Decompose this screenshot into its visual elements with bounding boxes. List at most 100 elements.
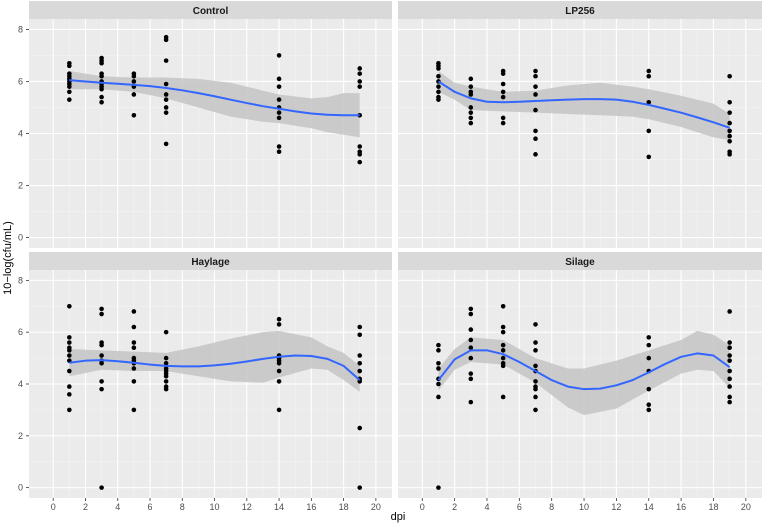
y-tick-label: 2 [18, 181, 23, 191]
data-point [468, 110, 474, 115]
panel-strip [29, 1, 392, 19]
data-point [727, 345, 732, 351]
data-point [533, 348, 538, 353]
x-tick-label: 4 [484, 502, 489, 512]
data-point [468, 92, 474, 97]
data-point [163, 92, 169, 97]
data-point [357, 159, 363, 165]
y-tick-label: 6 [18, 327, 23, 337]
x-tick-label: 10 [579, 502, 589, 512]
data-point [99, 360, 104, 366]
data-point [357, 360, 363, 366]
data-point [646, 154, 652, 160]
data-point [727, 399, 732, 405]
data-point [163, 37, 169, 43]
data-point [533, 363, 538, 369]
data-point [500, 94, 506, 100]
x-tick-label: 18 [339, 502, 349, 512]
data-point [357, 332, 363, 338]
data-point [727, 128, 732, 134]
data-point [727, 73, 732, 79]
smooth-fit-line [437, 349, 731, 391]
data-point [646, 407, 652, 413]
data-point [357, 71, 363, 76]
data-point [67, 348, 72, 353]
x-axis-title: dpi [391, 511, 406, 523]
y-tick-label: 0 [18, 483, 23, 493]
data-point [727, 152, 732, 157]
x-tick-label: 16 [306, 502, 316, 512]
data-point [468, 376, 474, 382]
data-point [357, 425, 363, 431]
data-point [727, 110, 732, 115]
data-point [468, 306, 474, 312]
data-point [436, 66, 441, 71]
data-point [646, 68, 652, 74]
data-point [727, 376, 732, 382]
data-point [67, 353, 72, 358]
data-point [163, 141, 169, 147]
data-point [727, 368, 732, 374]
panel-title: Silage [565, 257, 595, 268]
data-point [533, 107, 538, 113]
data-point [163, 97, 169, 102]
data-point [468, 105, 474, 110]
data-point [727, 309, 732, 314]
data-point [276, 97, 282, 102]
y-tick-label: 6 [18, 76, 23, 86]
smooth-fit-line [69, 354, 361, 381]
data-point [131, 309, 137, 314]
data-point [533, 394, 538, 400]
x-tick-label: 18 [708, 502, 718, 512]
data-point [276, 360, 282, 366]
data-point [131, 92, 137, 97]
data-point [436, 360, 441, 366]
data-point [500, 115, 506, 121]
data-point [646, 386, 652, 392]
x-tick-label: 14 [274, 502, 284, 512]
x-tick-label: 2 [452, 502, 457, 512]
x-tick-label: 12 [611, 502, 621, 512]
data-point [276, 115, 282, 121]
data-point [131, 324, 137, 330]
data-point [500, 363, 506, 369]
smooth-fit-line [69, 79, 360, 117]
data-point [163, 81, 169, 87]
data-point [533, 128, 538, 134]
panel-haylage: Haylage 0 2 4 6 8 0 2 4 6 8 10 12 14 16 18 20 [18, 252, 392, 512]
data-point [436, 84, 441, 89]
data-point [163, 355, 169, 361]
data-point [646, 99, 652, 105]
data-point [131, 112, 137, 118]
x-tick-label: 0 [51, 502, 56, 512]
data-point [67, 392, 72, 397]
panel-title: Haylage [191, 257, 230, 268]
data-point [533, 92, 538, 97]
data-point [357, 144, 363, 149]
data-point [67, 368, 72, 374]
data-point [67, 384, 72, 389]
panel-title: LP256 [565, 6, 595, 17]
data-point [468, 120, 474, 126]
data-point [468, 371, 474, 376]
panel-silage: Silage 0 2 4 6 8 10 12 14 16 18 20 [398, 252, 762, 512]
data-point [727, 99, 732, 105]
data-point [99, 86, 104, 92]
data-point [646, 355, 652, 361]
data-point [500, 329, 506, 335]
data-point [436, 89, 441, 95]
data-point [276, 316, 282, 322]
y-tick-label: 8 [18, 24, 23, 34]
data-point [500, 355, 506, 361]
data-point [67, 303, 72, 309]
data-point [67, 84, 72, 89]
data-point [357, 84, 363, 89]
x-tick-label: 12 [242, 502, 252, 512]
data-point [276, 53, 282, 58]
data-point [163, 105, 169, 110]
data-point [163, 379, 169, 384]
panel-title: Control [193, 6, 229, 17]
data-point [468, 345, 474, 351]
x-tick-label: 10 [210, 502, 220, 512]
